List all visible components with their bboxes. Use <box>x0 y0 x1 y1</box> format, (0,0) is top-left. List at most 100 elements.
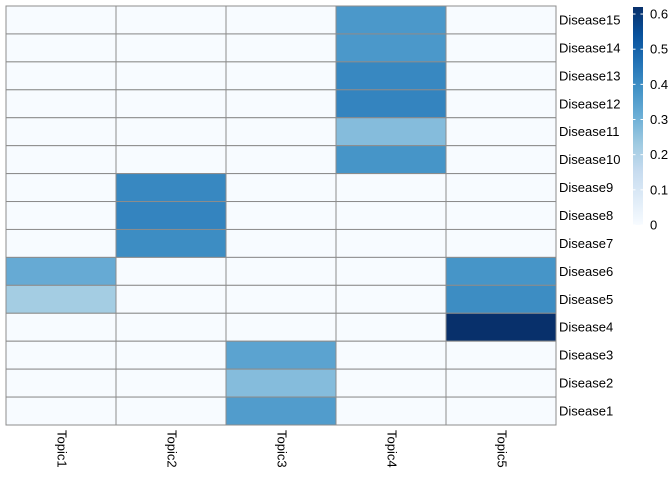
heatmap-cell-disease11-topic4 <box>335 117 447 147</box>
heatmap-cell-disease14-topic2 <box>115 33 227 63</box>
heatmap-cell-disease5-topic3 <box>225 284 337 314</box>
column-labels: Topic1 Topic2 Topic3 Topic4 Topic5 <box>55 430 510 468</box>
legend-tick-label: 0.1 <box>650 182 668 197</box>
legend-color-bar <box>633 7 643 225</box>
heatmap-cell-disease12-topic1 <box>5 89 117 119</box>
heatmap-cell-disease10-topic5 <box>445 145 557 175</box>
heatmap-cell-disease10-topic2 <box>115 145 227 175</box>
heatmap-cell-disease3-topic5 <box>445 340 557 370</box>
heatmap-cell-disease7-topic5 <box>445 228 557 258</box>
row-label-disease9: Disease9 <box>559 180 613 195</box>
heatmap-cell-disease9-topic5 <box>445 173 557 203</box>
heatmap-cell-disease7-topic4 <box>335 228 447 258</box>
legend-tick-label: 0.4 <box>650 77 668 92</box>
row-label-disease5: Disease5 <box>559 292 613 307</box>
heatmap-cell-disease12-topic2 <box>115 89 227 119</box>
column-label-topic1: Topic1 <box>55 430 70 468</box>
row-label-disease3: Disease3 <box>559 348 613 363</box>
heatmap-cell-disease7-topic1 <box>5 228 117 258</box>
heatmap-cell-disease4-topic1 <box>5 312 117 342</box>
heatmap-cell-disease5-topic4 <box>335 284 447 314</box>
column-label-topic3: Topic3 <box>275 430 290 468</box>
heatmap-cell-disease12-topic5 <box>445 89 557 119</box>
heatmap-cell-disease13-topic3 <box>225 61 337 91</box>
heatmap-cell-disease15-topic3 <box>225 5 337 35</box>
heatmap-cell-disease11-topic3 <box>225 117 337 147</box>
heatmap-cell-disease10-topic4 <box>335 145 447 175</box>
heatmap-cell-disease2-topic3 <box>225 368 337 398</box>
heatmap-cell-disease14-topic1 <box>5 33 117 63</box>
heatmap-cell-disease12-topic3 <box>225 89 337 119</box>
heatmap-cell-disease15-topic1 <box>5 5 117 35</box>
heatmap-cell-disease6-topic3 <box>225 256 337 286</box>
heatmap-cell-disease4-topic4 <box>335 312 447 342</box>
heatmap-cell-disease9-topic2 <box>115 173 227 203</box>
heatmap-cell-disease7-topic2 <box>115 228 227 258</box>
heatmap-cell-disease13-topic4 <box>335 61 447 91</box>
row-label-disease2: Disease2 <box>559 376 613 391</box>
heatmap-cell-disease8-topic4 <box>335 201 447 230</box>
heatmap-cell-disease7-topic3 <box>225 228 337 258</box>
legend-tick-label: 0.5 <box>650 42 668 57</box>
heatmap-cell-disease8-topic5 <box>445 201 557 230</box>
heatmap-cell-disease13-topic2 <box>115 61 227 91</box>
row-label-disease7: Disease7 <box>559 236 613 251</box>
heatmap-cell-disease14-topic4 <box>335 33 447 63</box>
color-legend: 0 0.1 0.2 0.3 0.4 0.5 0.6 <box>633 7 668 233</box>
heatmap-cell-disease6-topic5 <box>445 256 557 286</box>
row-label-disease6: Disease6 <box>559 264 613 279</box>
heatmap-cell-disease4-topic5 <box>445 312 557 342</box>
heatmap-cell-disease3-topic1 <box>5 340 117 370</box>
heatmap-cell-disease10-topic3 <box>225 145 337 175</box>
heatmap-cell-disease2-topic1 <box>5 368 117 398</box>
row-label-disease12: Disease12 <box>559 96 620 111</box>
column-label-topic5: Topic5 <box>495 430 510 468</box>
heatmap-cell-disease1-topic1 <box>5 396 117 426</box>
heatmap-cell-disease6-topic4 <box>335 256 447 286</box>
row-label-disease13: Disease13 <box>559 68 620 83</box>
heatmap-cell-disease10-topic1 <box>5 145 117 175</box>
heatmap-cells <box>5 5 557 426</box>
heatmap-cell-disease2-topic2 <box>115 368 227 398</box>
legend-tick-label: 0.3 <box>650 112 668 127</box>
heatmap-cell-disease14-topic3 <box>225 33 337 63</box>
heatmap-cell-disease11-topic5 <box>445 117 557 147</box>
heatmap-cell-disease1-topic2 <box>115 396 227 426</box>
heatmap-cell-disease1-topic4 <box>335 396 447 426</box>
legend-tick-label: 0.6 <box>650 7 668 22</box>
legend-tick-label: 0.2 <box>650 147 668 162</box>
heatmap-cell-disease5-topic1 <box>5 284 117 314</box>
heatmap-cell-disease3-topic4 <box>335 340 447 370</box>
heatmap-cell-disease9-topic1 <box>5 173 117 203</box>
heatmap-cell-disease12-topic4 <box>335 89 447 119</box>
row-label-disease14: Disease14 <box>559 40 620 55</box>
column-label-topic2: Topic2 <box>165 430 180 468</box>
heatmap-cell-disease13-topic5 <box>445 61 557 91</box>
heatmap-cell-disease6-topic2 <box>115 256 227 286</box>
legend-tick-label: 0 <box>650 218 657 233</box>
heatmap-cell-disease2-topic4 <box>335 368 447 398</box>
heatmap-cell-disease5-topic2 <box>115 284 227 314</box>
heatmap-cell-disease8-topic1 <box>5 201 117 230</box>
heatmap-cell-disease3-topic3 <box>225 340 337 370</box>
heatmap-cell-disease1-topic5 <box>445 396 557 426</box>
heatmap-cell-disease15-topic2 <box>115 5 227 35</box>
heatmap-cell-disease15-topic5 <box>445 5 557 35</box>
heatmap-cell-disease11-topic2 <box>115 117 227 147</box>
row-labels: Disease15 Disease14 Disease13 Disease12 Dise… <box>559 12 620 418</box>
row-label-disease1: Disease1 <box>559 404 613 419</box>
row-label-disease4: Disease4 <box>559 320 613 335</box>
heatmap-cell-disease6-topic1 <box>5 256 117 286</box>
heatmap-cell-disease14-topic5 <box>445 33 557 63</box>
heatmap-cell-disease1-topic3 <box>225 396 337 426</box>
heatmap-cell-disease9-topic3 <box>225 173 337 203</box>
heatmap-cell-disease9-topic4 <box>335 173 447 203</box>
heatmap-cell-disease2-topic5 <box>445 368 557 398</box>
heatmap-cell-disease4-topic3 <box>225 312 337 342</box>
heatmap-cell-disease15-topic4 <box>335 5 447 35</box>
heatmap-cell-disease13-topic1 <box>5 61 117 91</box>
row-label-disease15: Disease15 <box>559 12 620 27</box>
heatmap-cell-disease8-topic3 <box>225 201 337 230</box>
heatmap-cell-disease3-topic2 <box>115 340 227 370</box>
heatmap-cell-disease4-topic2 <box>115 312 227 342</box>
